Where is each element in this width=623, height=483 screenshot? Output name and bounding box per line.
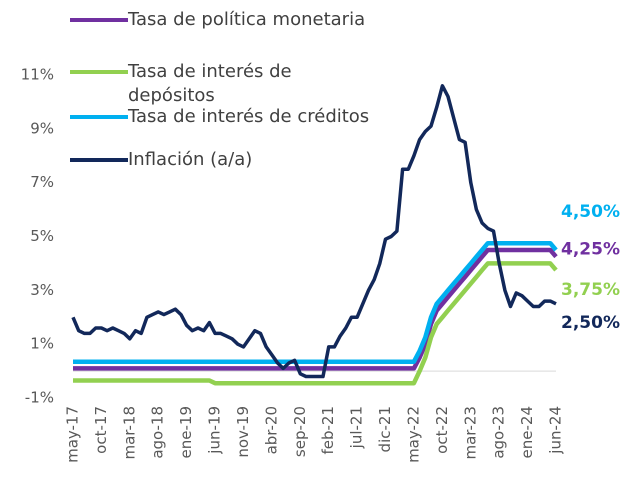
- legend-item: Tasa de interés de créditos: [70, 105, 369, 129]
- x-tick-label: jul-21: [348, 406, 366, 449]
- legend-item: Inflación (a/a): [70, 148, 252, 172]
- x-tick-label: sep-20: [291, 406, 309, 457]
- legend-label: Tasa de interés de depósitos: [128, 61, 292, 106]
- y-tick-label: -1%: [25, 389, 54, 407]
- legend-swatch: [70, 158, 128, 162]
- end-label: 4,50%: [561, 202, 620, 222]
- x-tick-label: jun-19: [206, 406, 224, 455]
- x-tick-label: nov-19: [234, 406, 252, 458]
- x-tick-label: ene-19: [177, 406, 195, 458]
- x-tick-label: ago-23: [490, 406, 508, 459]
- x-tick-label: dic-21: [376, 406, 394, 452]
- legend-swatch: [70, 70, 128, 74]
- x-tick-label: jun-24: [547, 406, 565, 455]
- x-tick-label: ago-18: [149, 406, 167, 459]
- x-tick-label: ene-24: [518, 406, 536, 458]
- x-tick-label: may-17: [64, 406, 82, 463]
- legend-label: Inflación (a/a): [128, 149, 253, 170]
- y-tick-label: 1%: [30, 335, 54, 353]
- legend-swatch: [70, 18, 128, 22]
- y-tick-label: 7%: [30, 173, 54, 191]
- x-tick-label: feb-21: [319, 406, 337, 455]
- y-tick-label: 3%: [30, 281, 54, 299]
- legend-item: Tasa de interés de depósitos: [70, 60, 328, 108]
- series-line: [71, 84, 557, 379]
- end-label: 4,25%: [561, 240, 620, 260]
- legend-item: Tasa de política monetaria: [70, 8, 365, 32]
- series-line: [73, 261, 558, 386]
- legend-swatch: [70, 115, 128, 119]
- y-tick-label: 11%: [21, 66, 54, 84]
- y-tick-label: 5%: [30, 227, 54, 245]
- x-tick-label: may-22: [404, 406, 422, 463]
- x-tick-label: mar-23: [461, 406, 479, 460]
- end-label: 2,50%: [561, 313, 620, 333]
- x-tick-label: abr-20: [262, 406, 280, 454]
- x-tick-label: mar-18: [120, 406, 138, 460]
- series-line: [73, 247, 558, 371]
- series-line: [73, 240, 558, 364]
- end-label: 3,75%: [561, 280, 620, 300]
- legend-label: Tasa de política monetaria: [128, 9, 366, 30]
- legend-label: Tasa de interés de créditos: [128, 106, 370, 127]
- x-tick-label: oct-17: [92, 406, 110, 454]
- x-tick-label: oct-22: [433, 406, 451, 454]
- y-tick-label: 9%: [30, 119, 54, 137]
